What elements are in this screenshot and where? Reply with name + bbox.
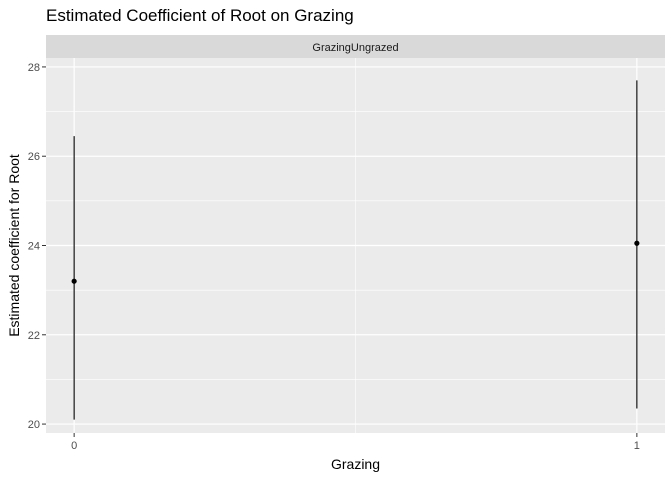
y-axis-title: Estimated coefficient for Root (6, 154, 22, 337)
x-tick-label: 0 (71, 440, 77, 452)
y-tick-label: 24 (28, 241, 40, 253)
data-point (71, 278, 77, 284)
x-axis-title: Grazing (331, 456, 380, 472)
facet-strip (46, 35, 665, 58)
facet-strip-label: GrazingUngrazed (312, 42, 398, 54)
data-point (634, 240, 640, 246)
y-tick-label: 20 (28, 419, 40, 431)
y-tick-label: 22 (28, 330, 40, 342)
x-tick-label: 1 (634, 440, 640, 452)
chart-title: Estimated Coefficient of Root on Grazing (46, 6, 354, 25)
data-marks (71, 80, 640, 420)
y-tick-label: 28 (28, 62, 40, 74)
y-axis: 20 22 24 26 28 (28, 62, 46, 431)
y-tick-label: 26 (28, 151, 40, 163)
